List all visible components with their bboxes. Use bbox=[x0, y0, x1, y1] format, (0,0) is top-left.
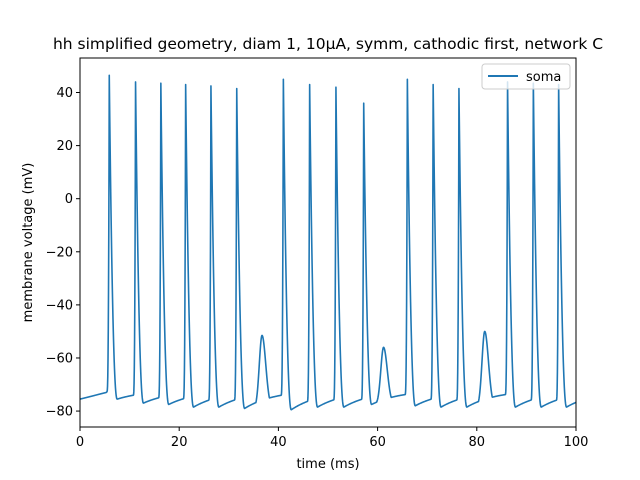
y-axis-ticks: −80 −60 −40 −20 0 20 40 bbox=[46, 86, 80, 420]
x-tick-label: 40 bbox=[270, 435, 287, 450]
y-tick-label: −80 bbox=[46, 405, 73, 420]
x-tick-label: 60 bbox=[369, 435, 386, 450]
y-tick-label: 0 bbox=[65, 192, 73, 207]
y-tick-label: 20 bbox=[56, 139, 73, 154]
x-axis-ticks: 0 20 40 60 80 100 bbox=[76, 427, 589, 450]
x-axis-label: time (ms) bbox=[296, 457, 359, 472]
series-line-soma bbox=[80, 74, 576, 411]
x-tick-label: 20 bbox=[171, 435, 188, 450]
y-tick-label: −20 bbox=[46, 245, 73, 260]
y-axis-label: membrane voltage (mV) bbox=[21, 163, 36, 323]
x-tick-label: 0 bbox=[76, 435, 84, 450]
y-tick-label: −60 bbox=[46, 351, 73, 366]
y-tick-label: −40 bbox=[46, 298, 73, 313]
plot-area bbox=[80, 74, 576, 411]
axes-frame bbox=[79, 57, 577, 428]
legend-box bbox=[481, 63, 571, 90]
x-tick-label: 100 bbox=[564, 435, 589, 450]
chart-title: hh simplified geometry, diam 1, 10μA, sy… bbox=[53, 35, 603, 53]
y-tick-label: 40 bbox=[56, 86, 73, 101]
legend-label-soma: soma bbox=[526, 70, 561, 85]
x-tick-label: 80 bbox=[469, 435, 486, 450]
legend: soma bbox=[481, 63, 571, 90]
